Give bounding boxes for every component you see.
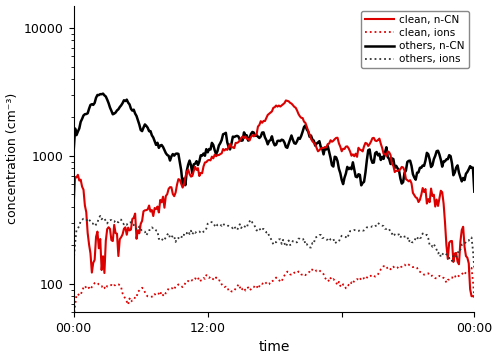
others, n-CN [408,163,414,168]
clean, ions [106,284,112,289]
others, n-CN [438,158,444,162]
others, ions [274,238,280,243]
clean, n-CN [106,225,112,229]
clean, n-CN [71,203,77,207]
others, n-CN [415,170,421,175]
Line: others, n-CN: others, n-CN [74,94,474,192]
clean, ions [408,265,414,269]
others, n-CN [274,139,280,143]
Line: others, ions: others, ions [74,216,474,269]
clean, ions [471,296,477,300]
others, ions [408,240,414,244]
others, ions [107,218,113,222]
clean, ions [71,315,77,319]
others, n-CN [100,91,106,96]
others, n-CN [71,148,77,152]
Y-axis label: concentration (cm⁻³): concentration (cm⁻³) [5,93,18,225]
others, ions [438,255,444,259]
clean, n-CN [415,200,421,204]
clean, ions [425,271,431,275]
Line: clean, ions: clean, ions [74,265,474,317]
clean, n-CN [408,181,414,185]
X-axis label: time: time [258,341,290,355]
others, ions [97,214,103,218]
clean, n-CN [469,294,475,298]
Legend: clean, n-CN, clean, ions, others, n-CN, others, ions: clean, n-CN, clean, ions, others, n-CN, … [361,11,469,68]
others, ions [415,234,421,239]
clean, ions [438,275,444,279]
others, n-CN [471,189,477,194]
others, ions [471,266,477,271]
clean, n-CN [273,103,279,108]
others, n-CN [425,152,431,156]
Line: clean, n-CN: clean, n-CN [74,100,474,296]
others, ions [71,259,77,263]
others, n-CN [107,105,113,110]
clean, ions [273,275,279,280]
others, ions [425,236,431,240]
clean, ions [415,269,421,273]
clean, n-CN [471,294,477,298]
clean, n-CN [438,189,444,193]
clean, n-CN [283,98,289,103]
clean, n-CN [425,197,431,201]
clean, ions [406,262,412,267]
